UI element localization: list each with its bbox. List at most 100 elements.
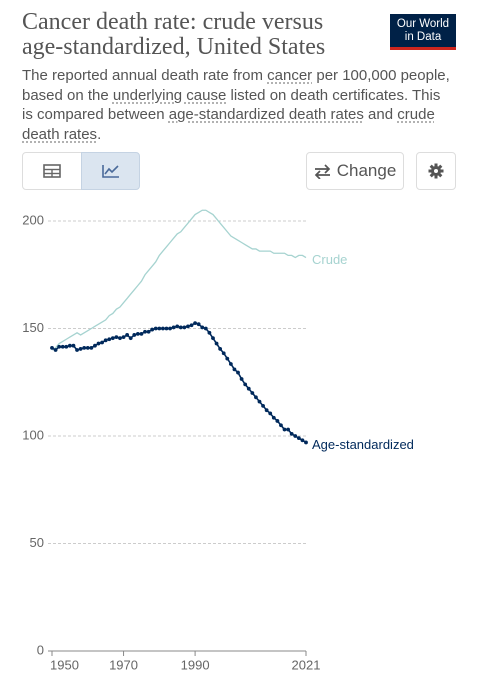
subtitle-text: per 100,000 people, based on the bbox=[22, 67, 450, 104]
point bbox=[236, 370, 240, 375]
subtitle-link[interactable]: cancer bbox=[267, 67, 313, 84]
subtitle-text: . bbox=[97, 125, 102, 143]
point bbox=[107, 337, 112, 342]
point bbox=[225, 356, 230, 361]
point bbox=[221, 351, 226, 356]
point bbox=[296, 436, 301, 441]
logo-line: in Data bbox=[404, 31, 442, 43]
point bbox=[132, 333, 137, 337]
point bbox=[214, 341, 219, 346]
point bbox=[200, 325, 205, 330]
point bbox=[146, 329, 151, 334]
point bbox=[60, 344, 65, 349]
point bbox=[71, 343, 76, 348]
series-line bbox=[51, 322, 307, 444]
point bbox=[304, 440, 308, 445]
point bbox=[128, 336, 133, 341]
point bbox=[257, 399, 262, 404]
y-tick-label: 0 bbox=[37, 642, 44, 657]
point bbox=[164, 326, 169, 331]
point bbox=[282, 427, 287, 432]
point bbox=[161, 326, 165, 331]
logo[interactable]: Our World in Data bbox=[390, 14, 456, 50]
table-tab[interactable] bbox=[22, 152, 82, 190]
point bbox=[125, 333, 130, 337]
point bbox=[171, 325, 176, 330]
subtitle-link[interactable]: underlying cause bbox=[112, 86, 227, 104]
x-tick-label: 1990 bbox=[181, 657, 210, 672]
point bbox=[150, 327, 155, 332]
point bbox=[293, 434, 298, 438]
point bbox=[289, 431, 294, 436]
change-label: Change bbox=[336, 161, 397, 180]
point bbox=[67, 343, 72, 348]
point bbox=[239, 377, 244, 381]
point bbox=[178, 325, 183, 330]
y-tick-label: 50 bbox=[30, 535, 44, 550]
point bbox=[168, 326, 172, 331]
point bbox=[50, 345, 54, 350]
subtitle-link[interactable]: age-standardized death rates bbox=[168, 106, 364, 123]
point bbox=[261, 404, 265, 408]
change-button[interactable]: Change bbox=[306, 152, 404, 190]
series-label: Age-standardized bbox=[312, 437, 414, 452]
point bbox=[96, 341, 101, 346]
point bbox=[243, 382, 248, 387]
point bbox=[271, 415, 276, 420]
point bbox=[254, 395, 258, 400]
point bbox=[135, 331, 140, 336]
point bbox=[89, 345, 94, 350]
point bbox=[182, 325, 187, 330]
series-line bbox=[51, 209, 307, 351]
point bbox=[186, 324, 190, 329]
chart-tab[interactable] bbox=[81, 152, 140, 190]
x-tick-label: 1950 bbox=[50, 657, 79, 672]
point bbox=[57, 344, 62, 349]
point bbox=[228, 362, 233, 366]
point bbox=[300, 438, 305, 443]
point bbox=[153, 326, 158, 331]
point bbox=[110, 336, 115, 341]
point bbox=[275, 419, 280, 423]
point bbox=[286, 427, 291, 432]
point bbox=[53, 348, 58, 352]
subtitle-text: listed on death certificates. This is co… bbox=[22, 86, 441, 124]
point bbox=[203, 326, 208, 331]
point bbox=[114, 335, 119, 339]
point bbox=[189, 323, 194, 328]
gear-icon bbox=[428, 163, 444, 179]
subtitle-link[interactable]: crude death rates bbox=[22, 106, 435, 143]
point bbox=[250, 391, 255, 395]
y-tick-label: 150 bbox=[22, 320, 44, 335]
point bbox=[207, 330, 212, 335]
point bbox=[75, 348, 79, 352]
point bbox=[279, 423, 283, 428]
point bbox=[211, 336, 215, 341]
table-icon bbox=[43, 164, 61, 178]
point bbox=[246, 386, 251, 391]
title-line: Cancer death rate: crude versus bbox=[22, 9, 324, 35]
logo-line: Our World bbox=[396, 18, 450, 30]
series-label: Crude bbox=[312, 252, 347, 267]
point bbox=[78, 347, 83, 351]
chart-icon bbox=[101, 165, 119, 178]
point bbox=[64, 344, 69, 349]
point bbox=[143, 329, 147, 334]
point bbox=[268, 411, 273, 416]
point bbox=[157, 326, 162, 331]
settings-button[interactable] bbox=[416, 152, 456, 190]
point bbox=[139, 331, 144, 336]
point bbox=[264, 408, 269, 413]
y-tick-label: 100 bbox=[22, 427, 44, 442]
point bbox=[82, 345, 87, 350]
y-tick-label: 200 bbox=[22, 212, 44, 227]
point bbox=[193, 321, 197, 326]
point bbox=[232, 367, 237, 372]
subtitle-text: and bbox=[363, 106, 398, 123]
x-tick-label: 2021 bbox=[292, 657, 321, 672]
point bbox=[118, 336, 122, 341]
title-line: age-standardized, United States bbox=[22, 34, 326, 60]
chart-title: Cancer death rate: crude versus age-stan… bbox=[22, 10, 325, 60]
